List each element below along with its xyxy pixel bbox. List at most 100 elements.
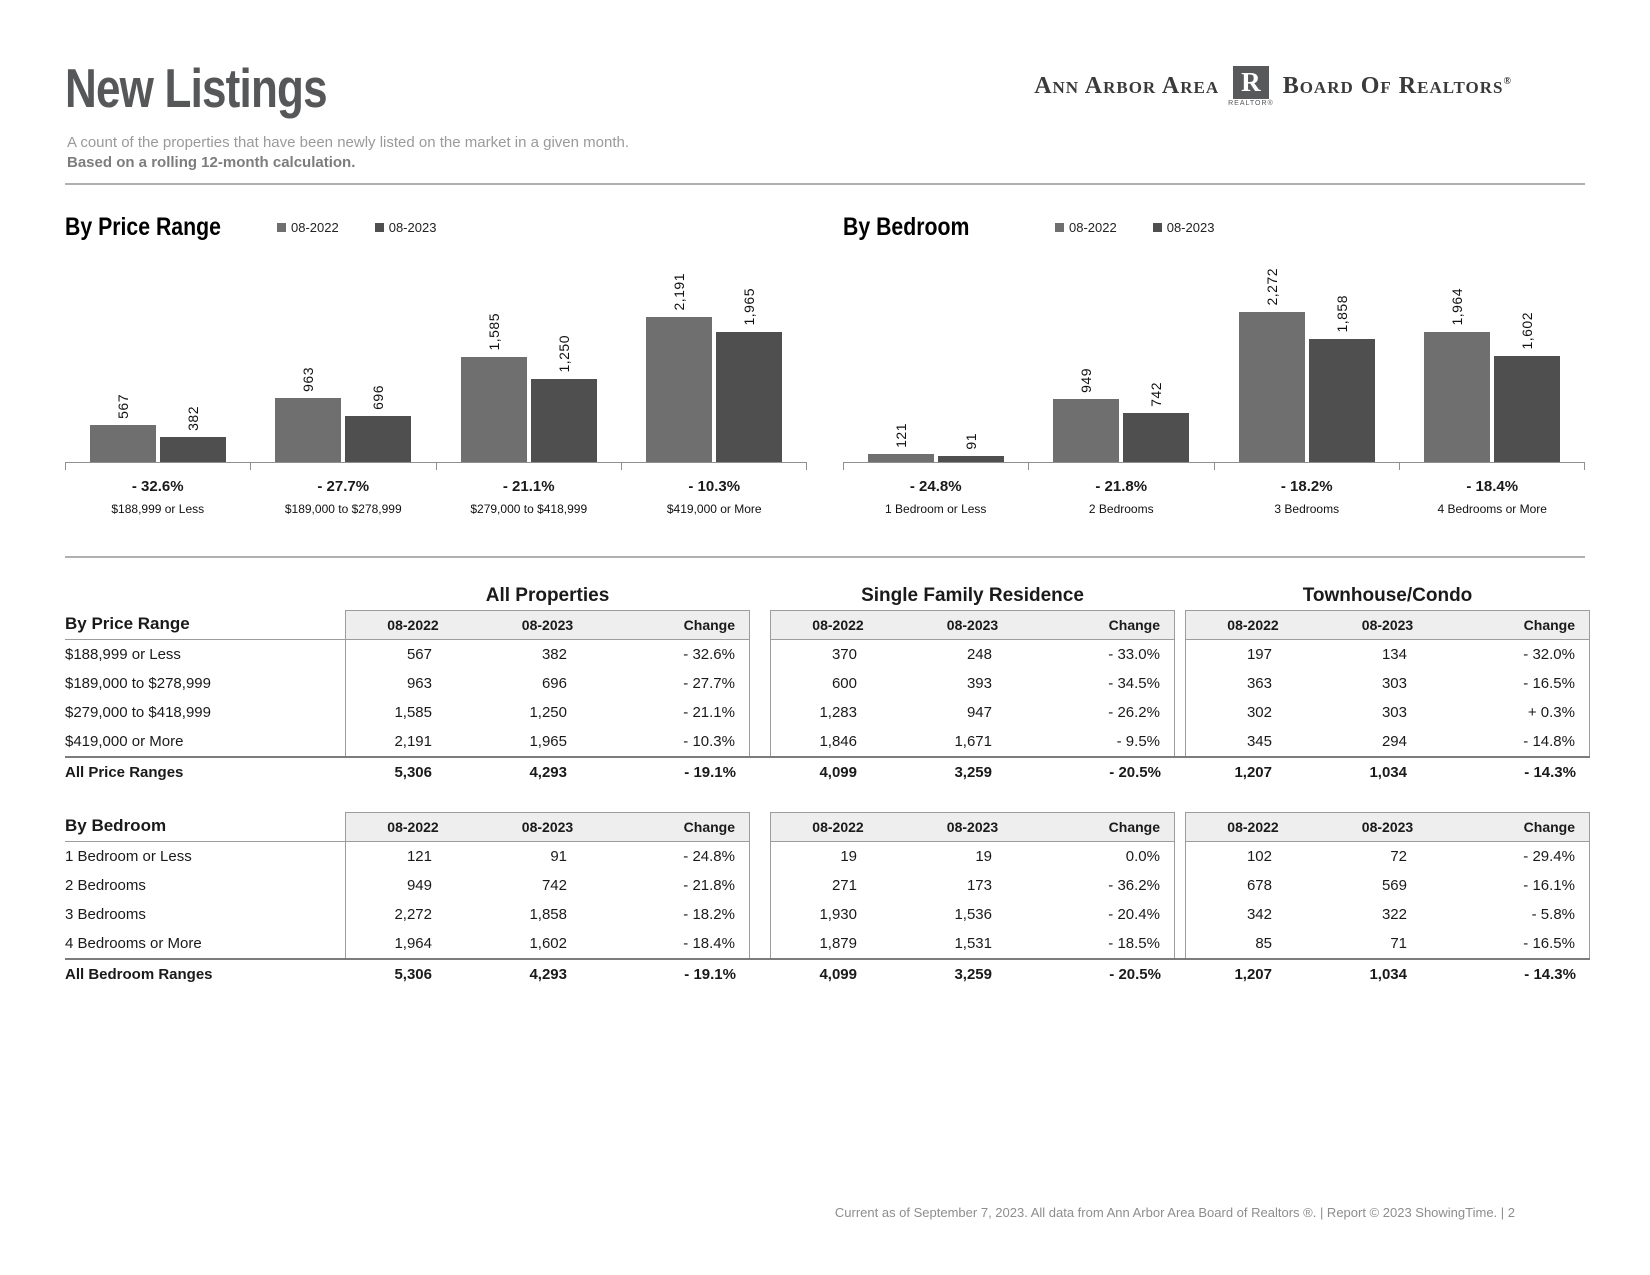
- total-count-value: 1,207: [1185, 756, 1320, 787]
- footer: Current as of September 7, 2023. All dat…: [834, 1205, 1515, 1220]
- chart-category-row: $188,999 or Less $189,000 to $278,999 $279…: [65, 495, 807, 516]
- bar-08-2023: [345, 416, 412, 462]
- legend-item: 08-2023: [374, 220, 436, 235]
- column-header: 08-2022: [345, 610, 480, 640]
- bar-column: 1,965: [716, 288, 783, 462]
- legend-swatch-icon: [1152, 222, 1162, 232]
- group-title: Townhouse/Condo: [1302, 585, 1473, 606]
- change-value: - 32.6%: [615, 640, 750, 669]
- change-value: - 16.1%: [1455, 871, 1590, 900]
- bar-value-label: 2,191: [671, 273, 688, 311]
- count-value: 322: [1381, 906, 1407, 923]
- table-section-header: By Price Range: [65, 610, 345, 640]
- legend-swatch-icon: [374, 222, 384, 232]
- axis-tick: [437, 463, 622, 470]
- bar-value-label: 91: [962, 433, 979, 450]
- logo-text-right: Board Of Realtors®: [1283, 73, 1512, 100]
- count-value: 102: [1185, 842, 1320, 871]
- group-gap: [1175, 669, 1185, 698]
- group-gap: [750, 698, 770, 727]
- table-row: $419,000 or More 2,191 1,965 - 10.3% 1,846 1,…: [65, 727, 1590, 756]
- change-value: - 9.5%: [1040, 727, 1175, 756]
- bar-08-2022: [1053, 399, 1120, 462]
- group-gap: [750, 871, 770, 900]
- chart-header: By Price Range 08-2022 08-2023: [65, 208, 807, 246]
- count-value: 2,191: [345, 727, 480, 756]
- change-label: - 10.3%: [688, 478, 741, 495]
- bar-column: 2,191: [646, 273, 713, 462]
- count-value: 742: [541, 877, 567, 894]
- count-value: 1,879: [770, 929, 905, 958]
- column-header: 08-2022: [1185, 812, 1320, 842]
- table-section-by-price-range: By Price Range 08-2022 08-2023 Change 08-202…: [65, 610, 1590, 787]
- group-title: All Properties: [485, 585, 610, 606]
- row-label: 2 Bedrooms: [65, 877, 146, 894]
- count-value: 1,964: [345, 929, 480, 958]
- logo-text-left: Ann Arbor Area: [1034, 73, 1220, 99]
- table-row: 2 Bedrooms 949 742 - 21.8% 271 173 - 36.2% 678 5…: [65, 871, 1590, 900]
- chart-category-row: 1 Bedroom or Less 2 Bedrooms 3 Bedrooms 4 B…: [843, 495, 1585, 516]
- group-gap: [750, 584, 770, 610]
- table-row: $189,000 to $278,999 963 696 - 27.7% 600 393 -…: [65, 669, 1590, 698]
- group-gap: [1175, 756, 1185, 787]
- group-gap: [1175, 640, 1185, 669]
- total-label: All Price Ranges: [65, 756, 345, 787]
- bar-08-2023: [1123, 413, 1190, 462]
- chart-axis: [843, 463, 1585, 470]
- chart-plot: 121 91 949 742 2,272 1,858 1,964 1,602: [843, 250, 1585, 463]
- bar-value-label: 121: [892, 423, 909, 448]
- category-label: 3 Bedrooms: [1274, 502, 1340, 516]
- column-header: Change: [1455, 812, 1590, 842]
- change-value: - 21.8%: [615, 871, 750, 900]
- bar-column: 1,858: [1308, 295, 1375, 462]
- chart-by-price-range: By Price Range 08-2022 08-2023 567 382 963 6…: [65, 208, 807, 516]
- count-value: 1,858: [529, 906, 567, 923]
- chart-header: By Bedroom 08-2022 08-2023: [843, 208, 1585, 246]
- count-value: 1,250: [529, 704, 567, 721]
- count-value: 173: [966, 877, 992, 894]
- group-gap: [750, 958, 770, 989]
- axis-tick: [1029, 463, 1215, 470]
- category-label: 2 Bedrooms: [1088, 502, 1154, 516]
- bar-column: 567: [89, 394, 156, 462]
- axis-tick: [843, 463, 1030, 470]
- page-title: New Listings: [65, 57, 328, 119]
- page-subtitle-bold: Based on a rolling 12-month calculation.: [67, 154, 356, 171]
- bar-group: 949 742: [1029, 368, 1215, 462]
- chart-change-row: - 24.8% - 21.8% - 18.2% - 18.4%: [843, 470, 1585, 495]
- group-gap: [1175, 900, 1185, 929]
- table-total-row: All Price Ranges 5,306 4,293- 19.1% 4,099 3,…: [65, 756, 1590, 787]
- change-value: - 36.2%: [1040, 871, 1175, 900]
- bar-value-label: 696: [370, 385, 387, 410]
- count-value: 303: [1381, 704, 1407, 721]
- bar-08-2022: [460, 357, 527, 462]
- bar-group: 963 696: [251, 367, 437, 462]
- axis-tick: [65, 463, 252, 470]
- column-header: 08-2023: [905, 610, 1040, 640]
- change-label: - 21.1%: [502, 478, 555, 495]
- bar-group: 121 91: [843, 423, 1029, 462]
- column-header: 08-2022: [1185, 610, 1320, 640]
- chart-plot: 567 382 963 696 1,585 1,250 2,191 1,965: [65, 250, 807, 463]
- bar-08-2023: [1494, 356, 1561, 462]
- bar-08-2023: [937, 456, 1004, 462]
- column-header: Change: [1040, 812, 1175, 842]
- row-label: $189,000 to $278,999: [65, 675, 211, 692]
- bar-group: 2,191 1,965: [622, 273, 808, 462]
- chart-by-bedroom: By Bedroom 08-2022 08-2023 121 91 949 742 2,2…: [843, 208, 1585, 516]
- bar-08-2022: [867, 454, 934, 462]
- bar-column: 742: [1123, 382, 1190, 462]
- change-value: - 20.4%: [1040, 900, 1175, 929]
- count-value: 294: [1381, 733, 1407, 750]
- bar-column: 949: [1053, 368, 1120, 462]
- total-change-value: - 19.1%: [615, 756, 750, 787]
- group-gap: [1175, 842, 1185, 871]
- table-header-row: By Bedroom 08-2022 08-2023 Change 08-2022 08-…: [65, 812, 1590, 842]
- group-gap: [750, 929, 770, 958]
- count-value: 134: [1381, 646, 1407, 663]
- table-section-header: By Bedroom: [65, 812, 345, 842]
- count-value: 363: [1185, 669, 1320, 698]
- column-header: 08-2022: [770, 610, 905, 640]
- column-header: 08-2023: [480, 610, 615, 640]
- count-value: 342: [1185, 900, 1320, 929]
